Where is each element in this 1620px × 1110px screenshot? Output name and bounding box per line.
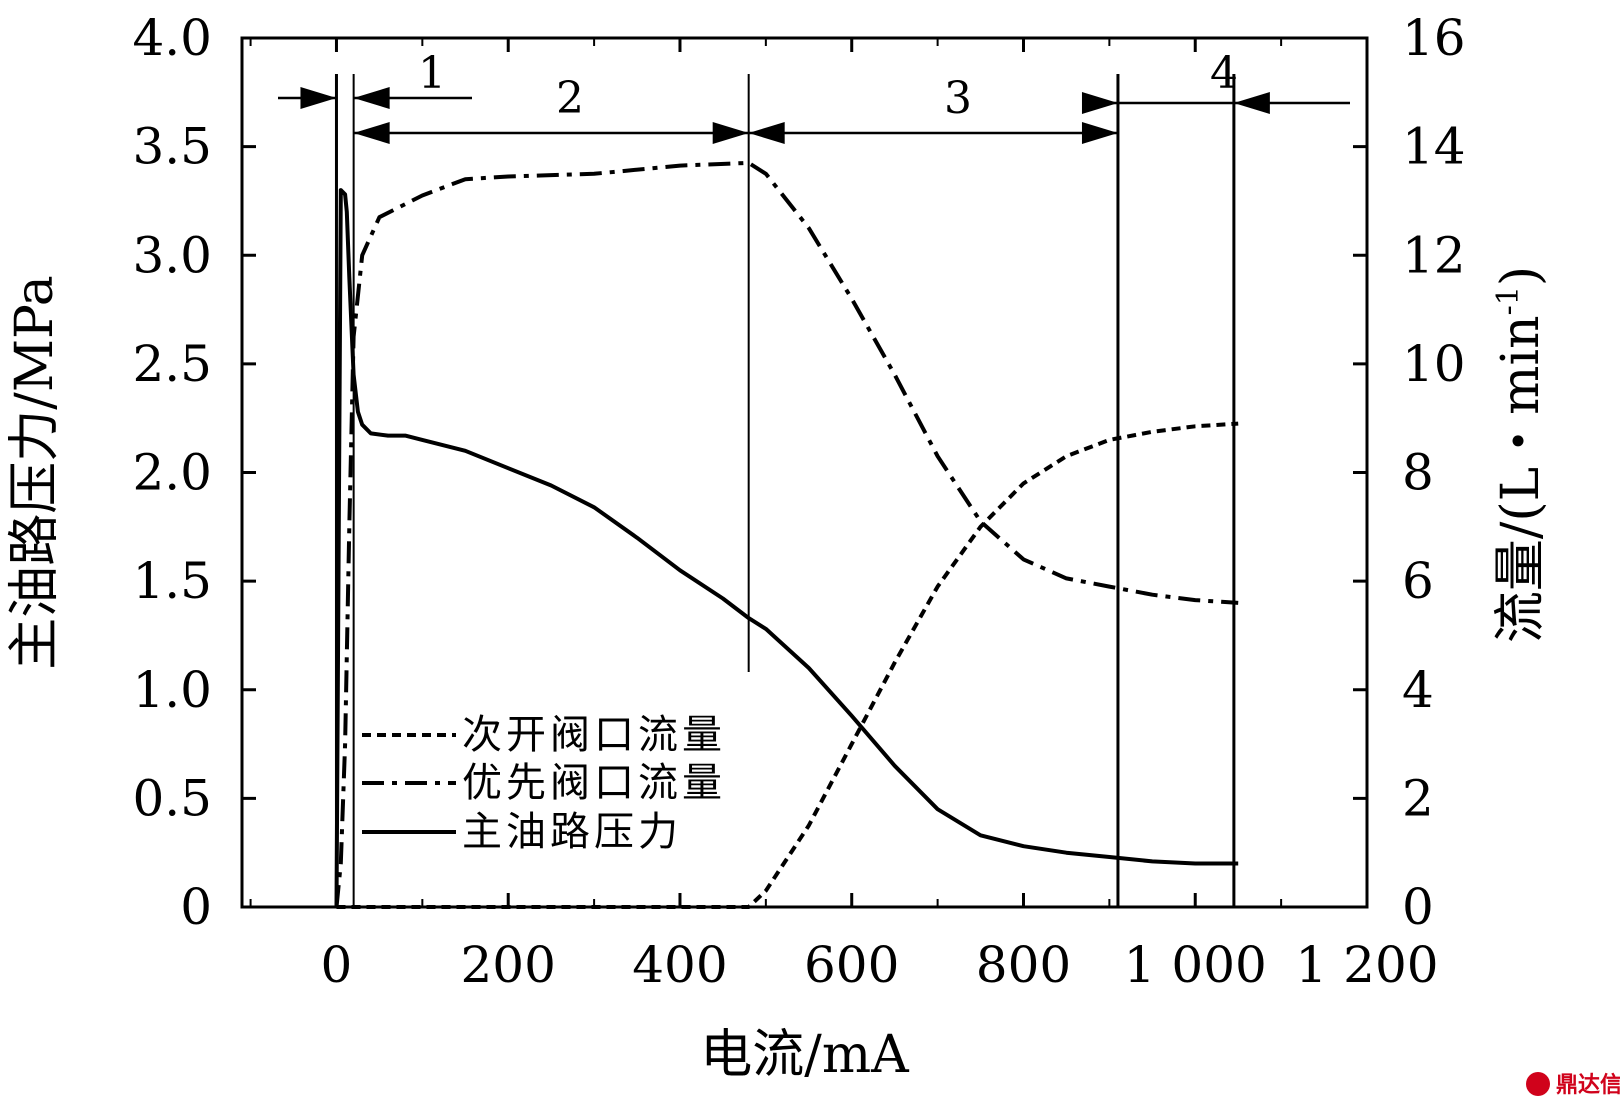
x-tick-label: 800 <box>976 936 1071 994</box>
arrow-head <box>1081 122 1118 144</box>
y-axis-right-title: 流量/(L・min-1) <box>1491 266 1551 643</box>
arrow-head <box>353 122 390 144</box>
y-right-tick-label: 8 <box>1402 444 1434 502</box>
y-axis-right-title-sup: -1 <box>1491 286 1526 315</box>
x-axis-title: 电流/mA <box>700 1025 910 1085</box>
y-left-tick-label: 0.5 <box>132 769 212 827</box>
y-left-tick-label: 2.0 <box>132 444 212 502</box>
y-axis-right-title-main: 流量/(L・min <box>1491 315 1551 643</box>
plot-frame <box>240 36 1369 909</box>
watermark-text: 鼎达信 <box>1556 1072 1620 1098</box>
y-axis-left-title: 主油路压力/MPa <box>5 275 65 669</box>
legend-label: 次开阀口流量 <box>462 712 726 758</box>
y-left-tick-label: 1.0 <box>132 661 212 719</box>
y-right-tick-label: 10 <box>1402 335 1466 393</box>
x-tick-label: 1 200 <box>1295 936 1438 994</box>
y-left-tick-label: 1.5 <box>132 552 212 610</box>
legend-label: 优先阀口流量 <box>462 760 726 806</box>
y-axis-right-title-close: ) <box>1491 266 1551 286</box>
y-right-tick-label: 16 <box>1402 9 1466 67</box>
y-right-tick-label: 0 <box>1402 878 1434 936</box>
y-left-tick-label: 2.5 <box>132 335 212 393</box>
arrow-head <box>748 122 785 144</box>
arrow-head <box>353 87 390 109</box>
y-left-tick-label: 3.0 <box>132 226 212 284</box>
arrow-head <box>712 122 749 144</box>
x-tick-label: 400 <box>632 936 727 994</box>
y-right-tick-label: 2 <box>1402 769 1434 827</box>
y-right-tick-label: 12 <box>1402 226 1466 284</box>
region-label: 4 <box>1210 48 1238 99</box>
y-right-tick-label: 6 <box>1402 552 1434 610</box>
series-line <box>336 421 1239 909</box>
x-tick-label: 600 <box>804 936 899 994</box>
arrow-head <box>1081 92 1118 114</box>
y-left-tick-label: 0 <box>180 878 212 936</box>
region-label: 1 <box>418 48 446 99</box>
watermark-logo-icon <box>1526 1072 1550 1096</box>
y-left-tick-label: 4.0 <box>132 9 212 67</box>
watermark: 鼎达信 <box>1526 1072 1620 1098</box>
region-label: 2 <box>556 73 584 124</box>
x-tick-label: 200 <box>461 936 556 994</box>
y-right-tick-label: 14 <box>1402 118 1466 176</box>
legend-label: 主油路压力 <box>462 809 682 855</box>
x-tick-label: 0 <box>321 936 353 994</box>
y-left-tick-label: 3.5 <box>132 118 212 176</box>
x-tick-label: 1 000 <box>1124 936 1267 994</box>
series-line <box>334 188 1239 908</box>
arrow-head <box>1233 92 1270 114</box>
region-label: 3 <box>944 73 972 124</box>
arrow-head <box>300 87 337 109</box>
y-right-tick-label: 4 <box>1402 661 1434 719</box>
